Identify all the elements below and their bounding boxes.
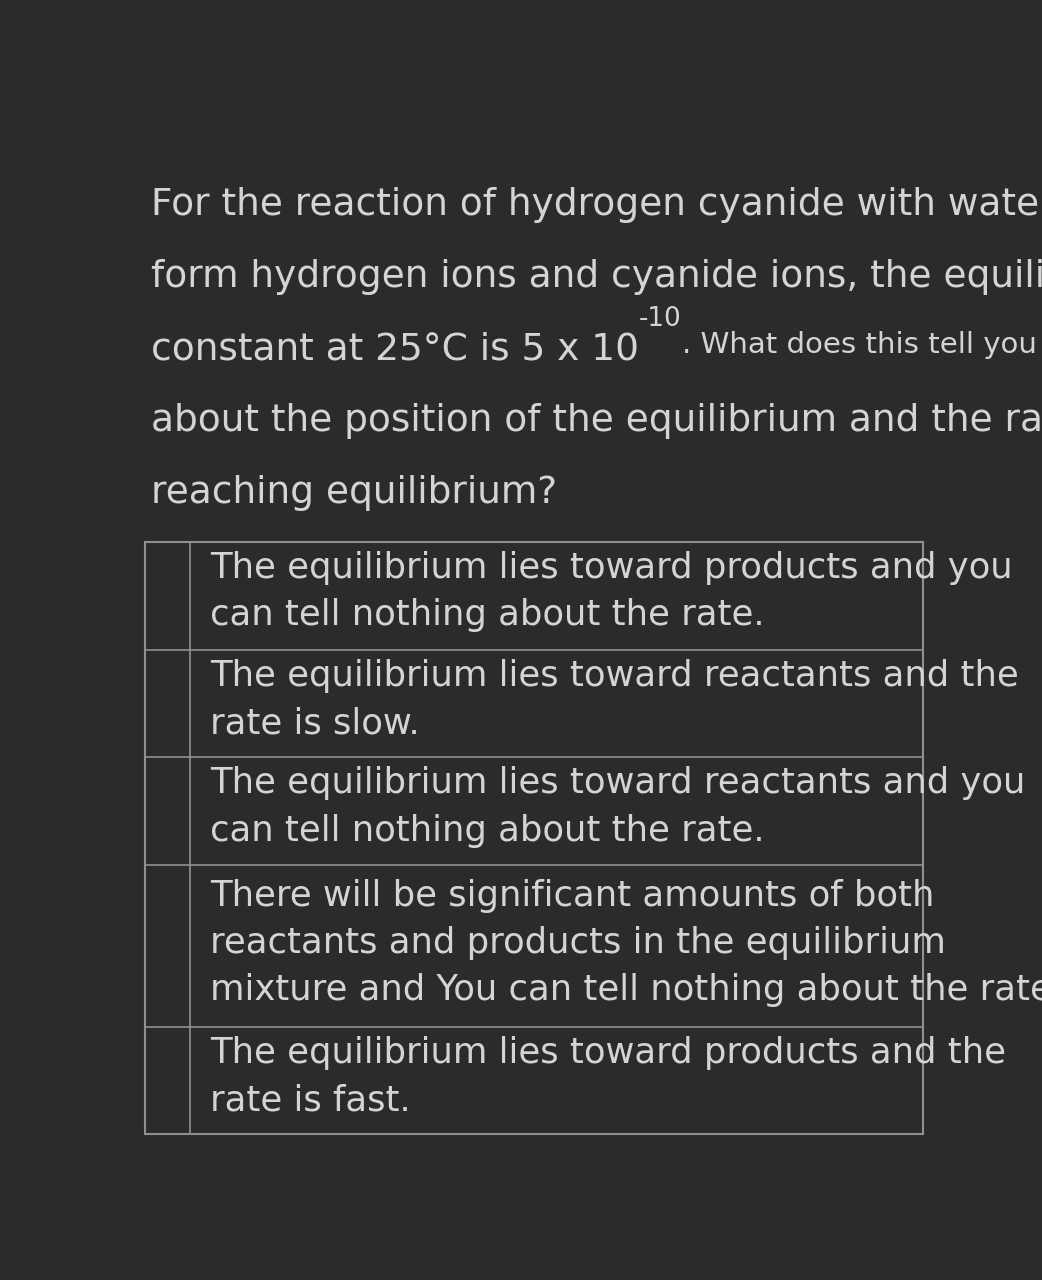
Text: There will be significant amounts of both: There will be significant amounts of bot…	[210, 878, 935, 913]
Text: The equilibrium lies toward reactants and you: The equilibrium lies toward reactants an…	[210, 767, 1025, 800]
Bar	[145, 541, 923, 1134]
Text: mixture and You can tell nothing about the rate.: mixture and You can tell nothing about t…	[210, 973, 1042, 1007]
Text: can tell nothing about the rate.: can tell nothing about the rate.	[210, 814, 765, 847]
Text: The equilibrium lies toward products and the: The equilibrium lies toward products and…	[210, 1036, 1007, 1070]
Text: reaching equilibrium?: reaching equilibrium?	[151, 475, 557, 511]
Text: about the position of the equilibrium and the rate of: about the position of the equilibrium an…	[151, 403, 1042, 439]
Text: -10: -10	[639, 306, 683, 333]
Text: The equilibrium lies toward products and you: The equilibrium lies toward products and…	[210, 550, 1013, 585]
Text: rate is fast.: rate is fast.	[210, 1083, 411, 1117]
Text: constant at 25°C is 5 x 10: constant at 25°C is 5 x 10	[151, 332, 639, 367]
Text: For the reaction of hydrogen cyanide with water to: For the reaction of hydrogen cyanide wit…	[151, 187, 1042, 223]
Text: reactants and products in the equilibrium: reactants and products in the equilibriu…	[210, 925, 946, 960]
Text: The equilibrium lies toward reactants and the: The equilibrium lies toward reactants an…	[210, 659, 1019, 692]
Text: . What does this tell you: . What does this tell you	[683, 332, 1037, 358]
Text: form hydrogen ions and cyanide ions, the equilibrium: form hydrogen ions and cyanide ions, the…	[151, 259, 1042, 296]
Text: rate is slow.: rate is slow.	[210, 707, 420, 740]
Text: can tell nothing about the rate.: can tell nothing about the rate.	[210, 598, 765, 632]
